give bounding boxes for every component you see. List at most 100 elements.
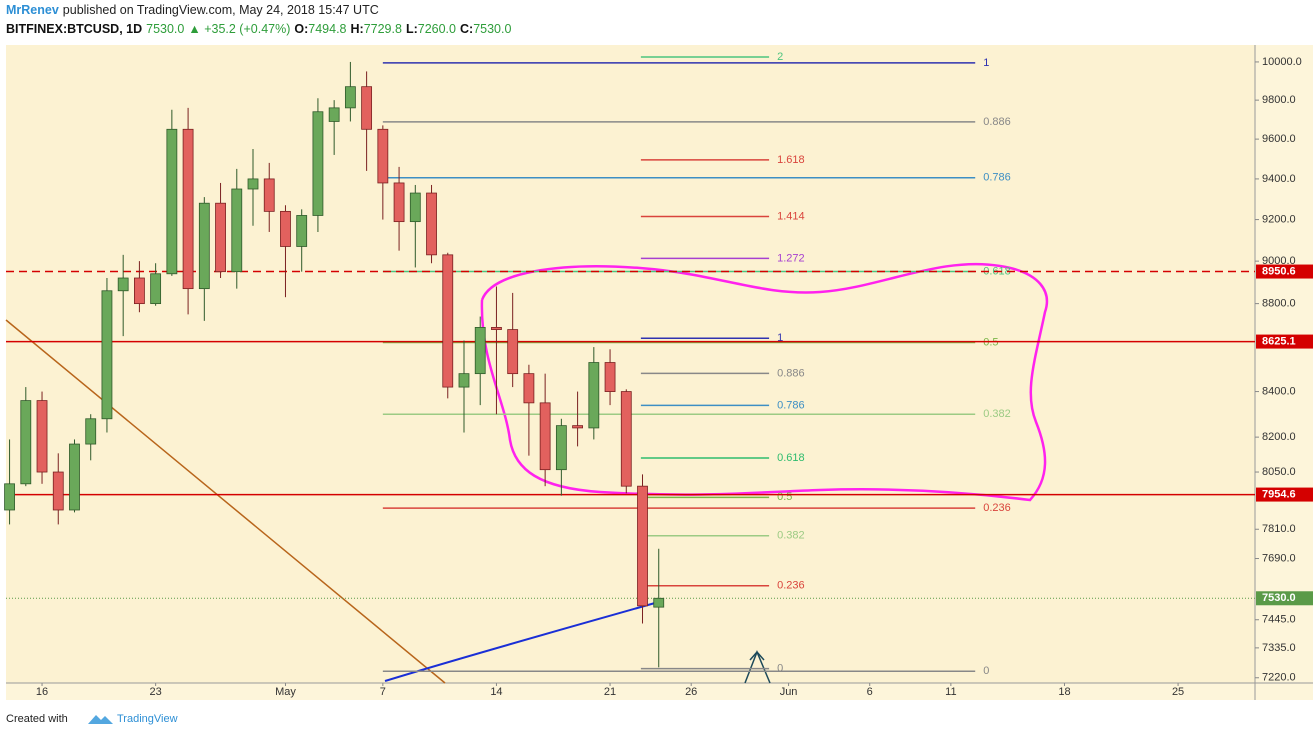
y-tick-label: 7810.0 <box>1262 523 1296 535</box>
logo <box>88 715 113 724</box>
header-line: MrRenev published on TradingView.com, May… <box>6 3 379 17</box>
x-tick-label: 23 <box>150 686 162 698</box>
o: 7494.8 <box>308 22 346 36</box>
candle-body <box>361 86 373 130</box>
fib-label: 0 <box>983 665 989 677</box>
price-tag-label: 7530.0 <box>1262 592 1296 604</box>
candle-body <box>117 277 129 292</box>
y-tick-label: 8800.0 <box>1262 298 1296 310</box>
candle-body <box>280 210 291 247</box>
candle-body <box>637 485 648 607</box>
fib-label: 0.618 <box>777 452 805 464</box>
candle-body <box>620 391 632 487</box>
y-tick-label: 9400.0 <box>1262 173 1296 185</box>
candle-body <box>539 402 551 471</box>
candle-body <box>426 192 437 256</box>
candle-body <box>523 373 535 404</box>
candle-body <box>491 326 502 330</box>
candle-body <box>344 86 356 109</box>
candle-body <box>247 178 259 190</box>
candle-body <box>458 373 470 388</box>
price-tag <box>1256 591 1313 606</box>
x-tick-label: 16 <box>36 686 48 698</box>
price-tag-label: 7954.6 <box>1262 488 1296 500</box>
price-tag <box>1256 487 1313 502</box>
x-tick-label: 11 <box>945 686 956 698</box>
h: 7729.8 <box>364 22 402 36</box>
fib-label: 1 <box>983 57 989 69</box>
footer-created: Created with <box>6 713 68 725</box>
candle-body <box>166 128 178 275</box>
fib-label: 0.382 <box>983 408 1011 420</box>
candle-body <box>52 471 64 511</box>
c: 7530.0 <box>473 22 511 36</box>
plot-layer: 1 0.886 0.786 0.618 0.5 0.382 0.236 0 2 1.618 1.41… <box>4 51 1313 698</box>
x-tick-label: 25 <box>1172 686 1184 698</box>
l-label: L: <box>406 22 418 36</box>
candle-body <box>20 400 32 485</box>
x-tick-label: 6 <box>867 686 873 698</box>
candle-body <box>101 290 113 420</box>
x-tick-label: 18 <box>1058 686 1070 698</box>
x-tick-label: May <box>275 686 296 698</box>
candle-body <box>377 128 389 184</box>
x-tick-label: 21 <box>604 686 616 698</box>
price-tag-label: 8950.6 <box>1262 265 1296 277</box>
fib-label: 0.786 <box>983 172 1011 184</box>
candle-body <box>474 326 486 375</box>
candle-body <box>507 329 519 375</box>
y-tick-label: 9800.0 <box>1262 94 1296 106</box>
candle-body <box>409 192 421 223</box>
candle-body <box>134 277 145 305</box>
fib-label: 0.886 <box>983 116 1011 128</box>
highlight-blob <box>480 262 1049 502</box>
fib-label: 0.786 <box>777 399 805 411</box>
y-tick-label: 9200.0 <box>1262 213 1296 225</box>
candle-body <box>328 107 340 122</box>
candle-body <box>231 188 243 273</box>
candle-body <box>604 362 616 392</box>
arrow-head <box>749 650 765 661</box>
fib-label: 0.236 <box>983 502 1011 514</box>
l: 7260.0 <box>418 22 456 36</box>
y-tick-label: 7445.0 <box>1262 614 1296 626</box>
candle-body <box>442 254 454 388</box>
price-tag <box>1256 264 1313 279</box>
x-tick-label: 7 <box>380 686 386 698</box>
candle-body <box>263 178 275 212</box>
y-tick-label: 7690.0 <box>1262 552 1296 564</box>
x-tick-label: 26 <box>685 686 697 698</box>
candle-body <box>296 215 308 247</box>
y-tick-label: 9000.0 <box>1262 255 1296 267</box>
fib-label: 0.5 <box>983 336 998 348</box>
footer-brand[interactable]: TradingView <box>117 713 178 725</box>
candle-body <box>572 425 583 429</box>
price-tag <box>1256 334 1313 349</box>
fib-label: 1.272 <box>777 252 805 264</box>
candle-body <box>555 425 567 471</box>
trend-line <box>5 319 446 684</box>
x-tick-label: 14 <box>490 686 502 698</box>
o-label: O: <box>294 22 308 36</box>
candle-body <box>588 362 600 429</box>
candle-body <box>182 128 194 290</box>
author[interactable]: MrRenev <box>6 3 59 17</box>
fib-label: 0 <box>777 663 783 675</box>
candle-body <box>215 202 226 273</box>
x-axis-bg <box>6 683 1313 700</box>
fib-label: 0.236 <box>777 580 805 592</box>
candle-body <box>393 182 405 223</box>
y-axis-bg <box>1255 45 1313 683</box>
c-label: C: <box>460 22 473 36</box>
candle-body <box>85 418 97 445</box>
fib-label: 1.414 <box>777 210 805 222</box>
fib-label: 2 <box>777 51 783 63</box>
fib-label: 0.5 <box>777 491 792 503</box>
h-label: H: <box>351 22 364 36</box>
y-tick-label: 7335.0 <box>1262 642 1296 654</box>
fib-label: 0.886 <box>777 367 805 379</box>
x-tick-label: Jun <box>780 686 798 698</box>
fib-label: 1 <box>777 332 783 344</box>
candle-body <box>36 400 48 473</box>
candle-body <box>69 443 80 511</box>
